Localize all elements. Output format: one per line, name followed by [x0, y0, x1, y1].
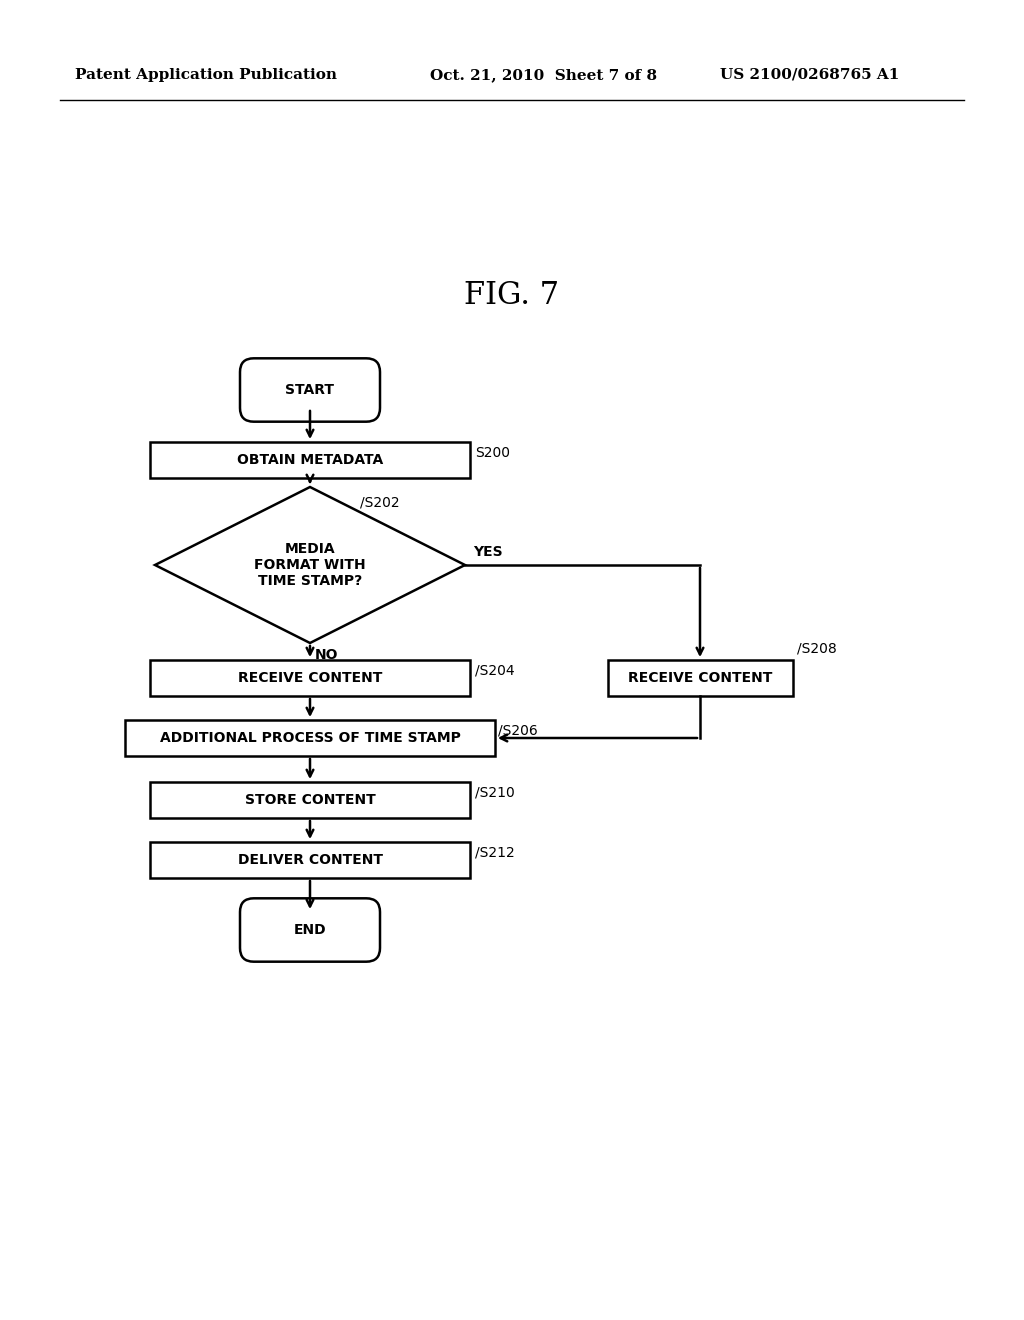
- FancyBboxPatch shape: [125, 719, 495, 756]
- Text: /S206: /S206: [498, 723, 538, 738]
- Text: YES: YES: [473, 545, 503, 558]
- FancyBboxPatch shape: [150, 660, 470, 696]
- Text: STORE CONTENT: STORE CONTENT: [245, 793, 376, 807]
- Text: Patent Application Publication: Patent Application Publication: [75, 69, 337, 82]
- Text: S200: S200: [475, 446, 510, 459]
- Text: FIG. 7: FIG. 7: [465, 280, 559, 310]
- Text: MEDIA
FORMAT WITH
TIME STAMP?: MEDIA FORMAT WITH TIME STAMP?: [254, 541, 366, 589]
- FancyBboxPatch shape: [607, 660, 793, 696]
- Polygon shape: [155, 487, 465, 643]
- Text: DELIVER CONTENT: DELIVER CONTENT: [238, 853, 383, 867]
- Text: /S208: /S208: [797, 642, 837, 655]
- Text: /S204: /S204: [475, 664, 515, 678]
- Text: ADDITIONAL PROCESS OF TIME STAMP: ADDITIONAL PROCESS OF TIME STAMP: [160, 731, 461, 744]
- Text: NO: NO: [315, 648, 339, 663]
- Text: /S210: /S210: [475, 785, 515, 800]
- Text: US 2100/0268765 A1: US 2100/0268765 A1: [720, 69, 899, 82]
- Text: /S212: /S212: [475, 846, 515, 861]
- Text: Oct. 21, 2010  Sheet 7 of 8: Oct. 21, 2010 Sheet 7 of 8: [430, 69, 657, 82]
- Text: START: START: [286, 383, 335, 397]
- FancyBboxPatch shape: [150, 781, 470, 818]
- Text: RECEIVE CONTENT: RECEIVE CONTENT: [628, 671, 772, 685]
- Text: END: END: [294, 923, 327, 937]
- Text: OBTAIN METADATA: OBTAIN METADATA: [237, 453, 383, 467]
- Text: RECEIVE CONTENT: RECEIVE CONTENT: [238, 671, 382, 685]
- FancyBboxPatch shape: [150, 442, 470, 478]
- FancyBboxPatch shape: [240, 358, 380, 421]
- FancyBboxPatch shape: [240, 899, 380, 962]
- FancyBboxPatch shape: [150, 842, 470, 878]
- Text: /S202: /S202: [360, 496, 399, 510]
